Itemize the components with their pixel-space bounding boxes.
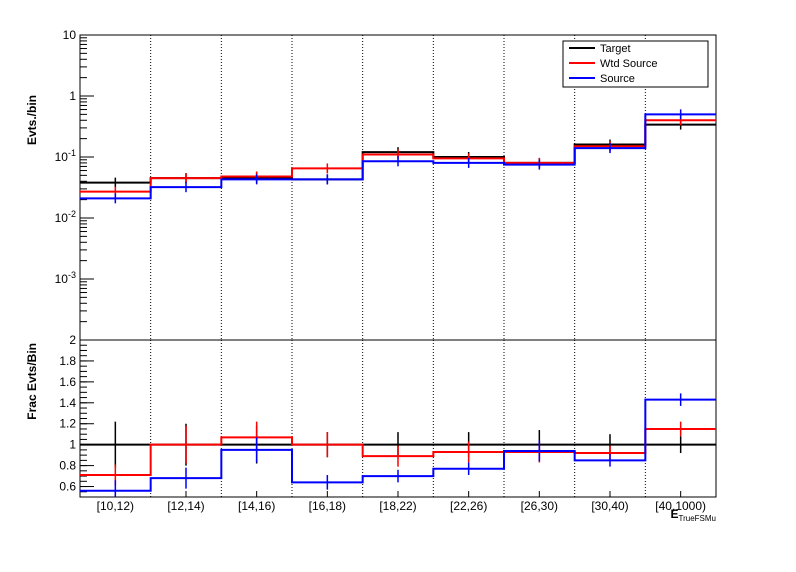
legend-label: Source [600, 73, 635, 85]
top-series-line-2 [80, 113, 716, 200]
top-y-tick-label: 10-3 [55, 270, 76, 286]
ratio-y-tick-label: 1.4 [59, 396, 76, 410]
x-tick-label: [40,1000) [655, 499, 706, 513]
x-tick-label: [14,16) [238, 499, 275, 513]
ratio-y-tick-label: 0.6 [59, 480, 76, 494]
ratio-y-tick-label: 0.8 [59, 459, 76, 473]
x-tick-label: [18,22) [379, 499, 416, 513]
ratio-y-tick-label: 2 [69, 333, 76, 347]
top-y-tick-label: 1 [69, 89, 76, 103]
x-tick-label: [26,30) [521, 499, 558, 513]
x-tick-label: [16,18) [309, 499, 346, 513]
ratio-panel: 0.6 0.8 1 1.2 1.4 1.6 1.8 2 [10,12) [12,14) [14,16… [59, 333, 717, 523]
x-tick-label: [10,12) [97, 499, 134, 513]
ratio-y-tick-label: 1.2 [59, 417, 76, 431]
bottom-y-axis-title: Frac Evts/Bin [25, 343, 39, 420]
x-tick-label: [12,14) [167, 499, 204, 513]
ratio-y-tick-label: 1.8 [59, 354, 76, 368]
legend-label: Target [600, 43, 631, 55]
legend-label: Wtd Source [600, 58, 657, 70]
ratio-series-line-1 [80, 427, 716, 477]
x-tick-label: [22,26) [450, 499, 487, 513]
x-tick-label: [30,40) [591, 499, 628, 513]
top-panel: 10-3 10-2 10-1 1 10 Target Wtd Source Source [55, 28, 717, 341]
top-y-tick-label: 10 [63, 28, 77, 42]
ratio-y-tick-label: 1.6 [59, 375, 76, 389]
top-y-axis-title: Evts./bin [25, 95, 39, 145]
ratio-y-tick-label: 1 [69, 438, 76, 452]
top-y-tick-label: 10-1 [55, 148, 76, 164]
top-y-tick-label: 10-2 [55, 209, 76, 225]
